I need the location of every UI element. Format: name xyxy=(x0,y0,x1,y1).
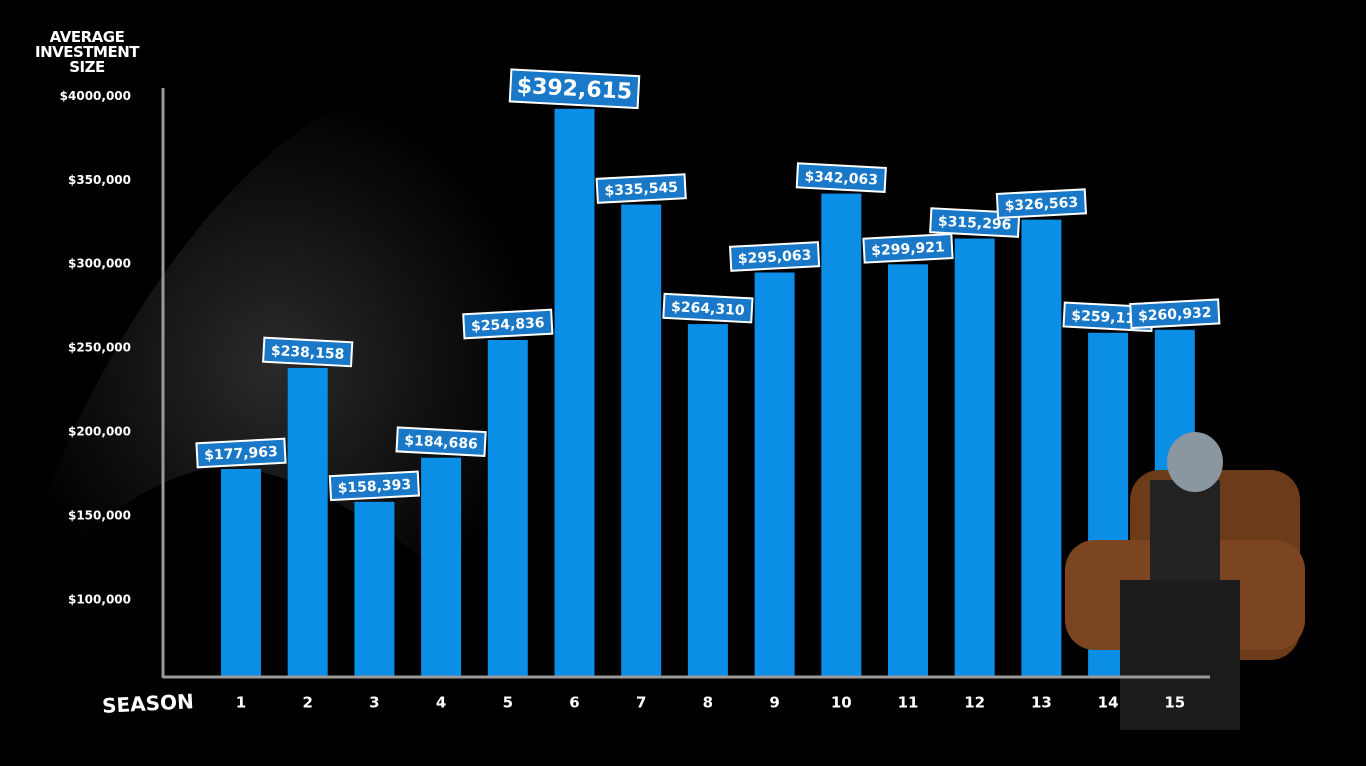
value-label-text: $259,113 xyxy=(1071,308,1145,328)
y-tick-label: $350,000 xyxy=(68,173,131,187)
y-tick-label: $250,000 xyxy=(68,341,131,355)
value-label-box xyxy=(262,336,354,368)
value-label: $254,836 xyxy=(462,308,554,340)
shark-silhouette xyxy=(10,90,540,641)
x-tick-label: 9 xyxy=(769,694,779,712)
value-label-box xyxy=(395,426,487,458)
value-label-text: $392,615 xyxy=(516,74,633,105)
bar xyxy=(554,108,595,677)
value-label: $392,615 xyxy=(508,68,641,110)
bar xyxy=(888,264,928,677)
x-tick-label: 12 xyxy=(964,694,985,712)
value-label-text: $326,563 xyxy=(1004,195,1078,215)
value-label-box xyxy=(728,241,821,272)
y-tick-label: $4000,000 xyxy=(60,89,131,103)
x-tick-label: 13 xyxy=(1031,694,1052,712)
value-label-text: $184,686 xyxy=(404,433,478,453)
bar xyxy=(621,204,662,677)
value-label-box xyxy=(462,308,554,340)
bar xyxy=(487,339,528,677)
value-label: $184,686 xyxy=(395,426,487,458)
value-label-box xyxy=(995,188,1088,219)
bar xyxy=(421,457,462,677)
chart-title: AVERAGE INVESTMENT SIZE xyxy=(35,28,139,76)
value-label-box xyxy=(508,68,641,110)
value-label-text: $254,836 xyxy=(471,315,545,335)
seated-figure xyxy=(1065,432,1305,730)
value-label: $259,113 xyxy=(1062,301,1154,333)
value-label: $177,963 xyxy=(195,437,287,469)
y-tick-label: $150,000 xyxy=(68,508,131,522)
x-tick-label: 4 xyxy=(436,694,446,712)
value-label: $260,932 xyxy=(1129,298,1221,330)
value-label-text: $342,063 xyxy=(804,169,878,189)
bar xyxy=(687,324,728,677)
x-tick-label: 11 xyxy=(898,694,919,712)
value-label: $326,563 xyxy=(995,188,1088,219)
bar xyxy=(221,468,261,677)
x-tick-label: 15 xyxy=(1164,694,1185,712)
bar xyxy=(287,367,328,677)
value-label-text: $158,393 xyxy=(337,477,411,497)
x-tick-label: 7 xyxy=(636,694,646,712)
bar xyxy=(1021,219,1062,678)
value-label: $158,393 xyxy=(328,470,421,502)
x-tick-label: 10 xyxy=(831,694,852,712)
value-label-text: $177,963 xyxy=(204,444,278,464)
value-label-box xyxy=(795,162,887,193)
value-label-text: $335,545 xyxy=(604,180,678,200)
bar xyxy=(354,501,395,677)
x-tick-label: 2 xyxy=(302,694,312,712)
x-tick-label: 3 xyxy=(369,694,379,712)
value-label: $342,063 xyxy=(795,162,887,193)
value-label-box xyxy=(328,470,421,502)
value-label-box xyxy=(1129,298,1221,330)
value-label: $295,063 xyxy=(728,241,821,272)
value-label-text: $299,921 xyxy=(871,239,945,259)
y-tick-label: $300,000 xyxy=(68,257,131,271)
bar xyxy=(821,193,862,677)
bar xyxy=(754,272,795,677)
value-label: $264,310 xyxy=(662,292,754,324)
value-label-box xyxy=(195,437,287,469)
x-axis-label: SEASON xyxy=(102,689,195,718)
value-label: $299,921 xyxy=(862,232,954,264)
value-label-box xyxy=(862,232,954,264)
bar xyxy=(954,238,995,677)
x-tick-label: 1 xyxy=(236,694,246,712)
value-label-text: $315,296 xyxy=(938,214,1012,234)
value-label-box xyxy=(595,173,687,204)
x-tick-label: 8 xyxy=(703,694,713,712)
value-label-text: $295,063 xyxy=(738,248,812,268)
value-label-text: $264,310 xyxy=(671,299,746,319)
x-tick-label: 5 xyxy=(503,694,513,712)
y-tick-label: $100,000 xyxy=(68,592,131,606)
y-tick-label: $200,000 xyxy=(68,425,131,439)
value-label-text: $238,158 xyxy=(271,343,345,363)
value-label: $238,158 xyxy=(262,336,354,368)
value-label-text: $260,932 xyxy=(1138,305,1212,325)
x-tick-label: 14 xyxy=(1098,694,1119,712)
value-label-box xyxy=(662,292,754,324)
value-label: $335,545 xyxy=(595,173,687,204)
x-tick-label: 6 xyxy=(569,694,579,712)
